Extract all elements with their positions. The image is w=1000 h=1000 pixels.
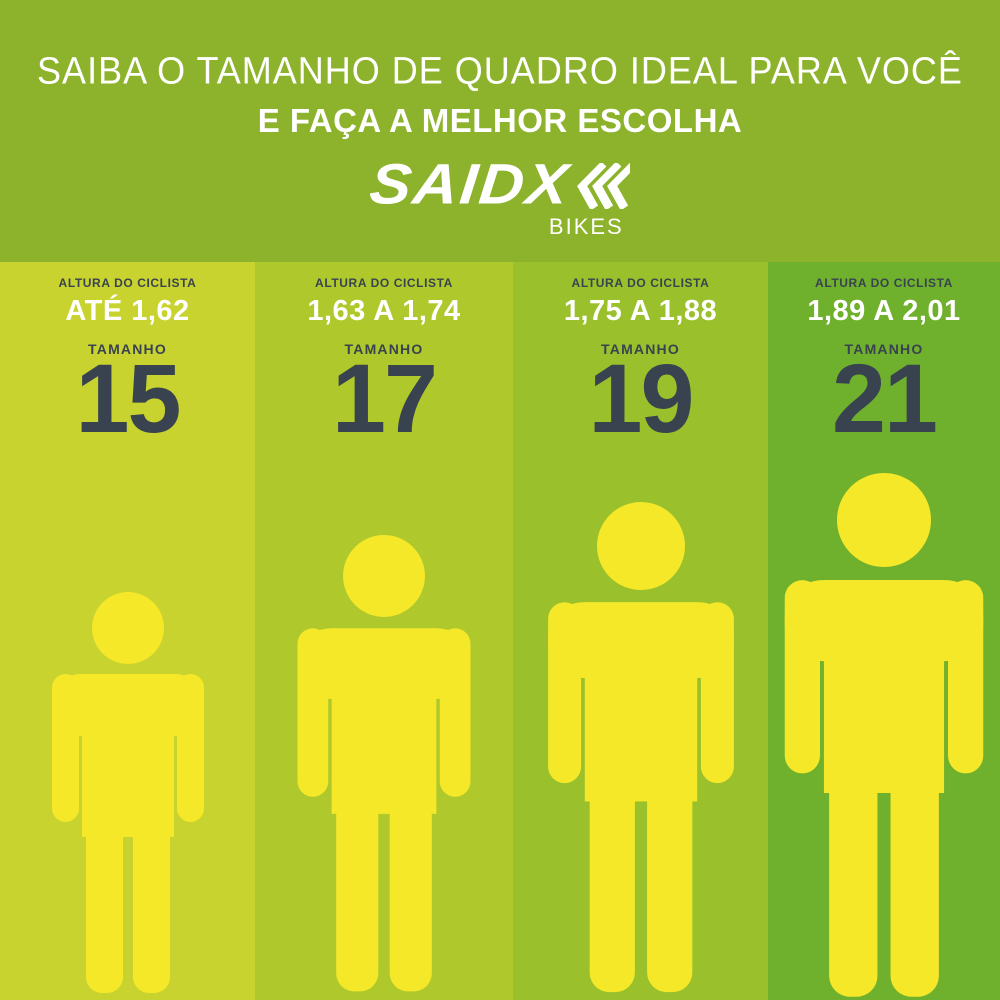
size-column-17: ALTURA DO CICLISTA 1,63 A 1,74 TAMANHO 1… — [255, 262, 513, 1000]
size-column-15: ALTURA DO CICLISTA ATÉ 1,62 TAMANHO 15 — [0, 262, 255, 1000]
size-value: 19 — [588, 344, 695, 453]
size-column-21: ALTURA DO CICLISTA 1,89 A 2,01 TAMANHO 2… — [768, 262, 1000, 1000]
brand-tagline: BIKES — [548, 214, 624, 239]
size-label: TAMANHO — [344, 341, 424, 357]
height-range: 1,75 A 1,88 — [563, 295, 718, 327]
header: SAIBA O TAMANHO DE QUADRO IDEAL PARA VOC… — [0, 0, 1000, 262]
size-value: 15 — [75, 344, 182, 453]
height-range: ATÉ 1,62 — [65, 295, 190, 327]
person-icon — [784, 473, 984, 997]
size-column-19: ALTURA DO CICLISTA 1,75 A 1,88 TAMANHO 1… — [513, 262, 768, 1000]
size-label: TAMANHO — [601, 341, 680, 357]
size-columns: ALTURA DO CICLISTA ATÉ 1,62 TAMANHO 15 A… — [0, 262, 1000, 1000]
person-icon — [297, 535, 471, 992]
size-label: TAMANHO — [88, 341, 167, 357]
height-label: ALTURA DO CICLISTA — [58, 276, 197, 290]
height-range: 1,89 A 2,01 — [807, 295, 961, 327]
size-value: 17 — [332, 344, 438, 453]
poster-title: SAIBA O TAMANHO DE QUADRO IDEAL PARA VOC… — [37, 48, 963, 92]
person-icon — [547, 502, 734, 993]
brand-logo: SAIDX BIKES — [366, 152, 630, 240]
height-label: ALTURA DO CICLISTA — [815, 276, 953, 290]
height-label: ALTURA DO CICLISTA — [315, 276, 453, 290]
size-label: TAMANHO — [844, 341, 924, 357]
brand-name: SAIDX — [366, 152, 574, 217]
height-range: 1,63 A 1,74 — [307, 295, 461, 327]
height-label: ALTURA DO CICLISTA — [571, 276, 710, 290]
person-icon — [51, 592, 204, 993]
size-value: 21 — [832, 344, 938, 453]
triple-chevron-left-icon — [576, 163, 630, 209]
poster-subtitle: E FAÇA A MELHOR ESCOLHA — [257, 102, 743, 139]
